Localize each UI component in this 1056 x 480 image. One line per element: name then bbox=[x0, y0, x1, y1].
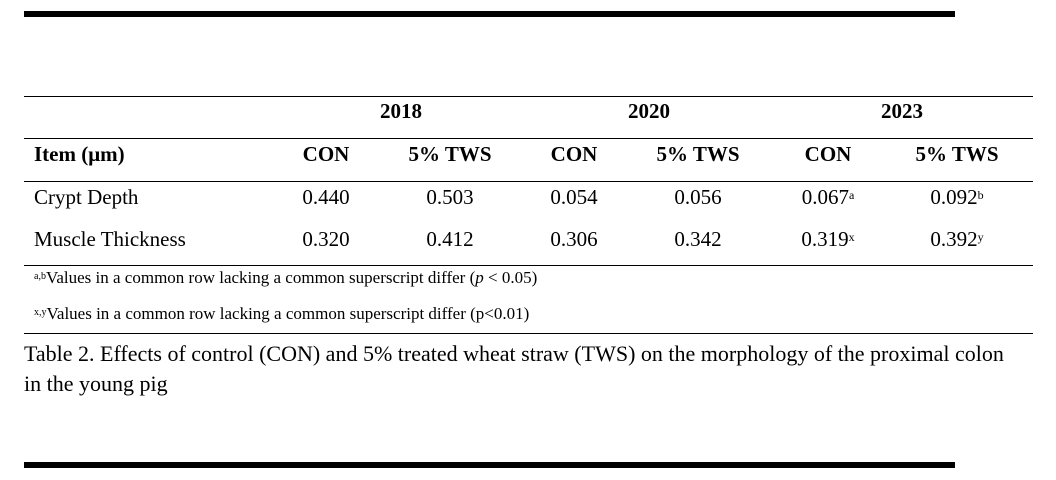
superscript: a bbox=[848, 188, 855, 202]
table-cell: 0.342 bbox=[674, 227, 722, 251]
column-header-tws-2018: 5% TWS bbox=[408, 142, 492, 166]
table-top-border bbox=[24, 96, 1033, 97]
table-cell: 0.412 bbox=[426, 227, 474, 251]
table-caption: Table 2. Effects of control (CON) and 5%… bbox=[24, 341, 1004, 396]
superscript: x bbox=[848, 230, 855, 244]
table-cell: 0.319x bbox=[801, 227, 855, 251]
column-header-tws-2023: 5% TWS bbox=[915, 142, 999, 166]
footnote-xy: x,yValues in a common row lacking a comm… bbox=[34, 304, 530, 323]
table-cell: 0.306 bbox=[550, 227, 598, 251]
column-header-con-2018: CON bbox=[302, 142, 350, 166]
year-header-divider bbox=[24, 138, 1033, 139]
column-header-con-2020: CON bbox=[550, 142, 598, 166]
table-cell: 0.092b bbox=[930, 185, 984, 209]
row-label-crypt-depth: Crypt Depth bbox=[34, 185, 139, 209]
table-cell: 0.054 bbox=[550, 185, 598, 209]
table-bottom-border bbox=[24, 333, 1033, 334]
year-header-2020: 2020 bbox=[628, 99, 670, 123]
year-header-2018: 2018 bbox=[380, 99, 422, 123]
bottom-thick-rule bbox=[24, 462, 955, 468]
year-header-2023: 2023 bbox=[881, 99, 923, 123]
top-thick-rule bbox=[24, 11, 955, 17]
column-header-tws-2020: 5% TWS bbox=[656, 142, 740, 166]
table-body-bottom-border bbox=[24, 265, 1033, 266]
superscript: b bbox=[977, 188, 984, 202]
table-cell: 0.440 bbox=[302, 185, 350, 209]
table-cell: 0.392y bbox=[930, 227, 984, 251]
column-header-divider bbox=[24, 181, 1033, 182]
row-label-muscle-thickness: Muscle Thickness bbox=[34, 227, 186, 251]
table-cell: 0.503 bbox=[426, 185, 474, 209]
table-cell: 0.320 bbox=[302, 227, 350, 251]
table-cell: 0.056 bbox=[674, 185, 722, 209]
table-cell: 0.067a bbox=[801, 185, 855, 209]
column-header-con-2023: CON bbox=[804, 142, 852, 166]
superscript: y bbox=[977, 230, 984, 244]
footnote-ab: a,bValues in a common row lacking a comm… bbox=[34, 268, 538, 287]
item-column-header: Item (μm) bbox=[34, 142, 125, 166]
